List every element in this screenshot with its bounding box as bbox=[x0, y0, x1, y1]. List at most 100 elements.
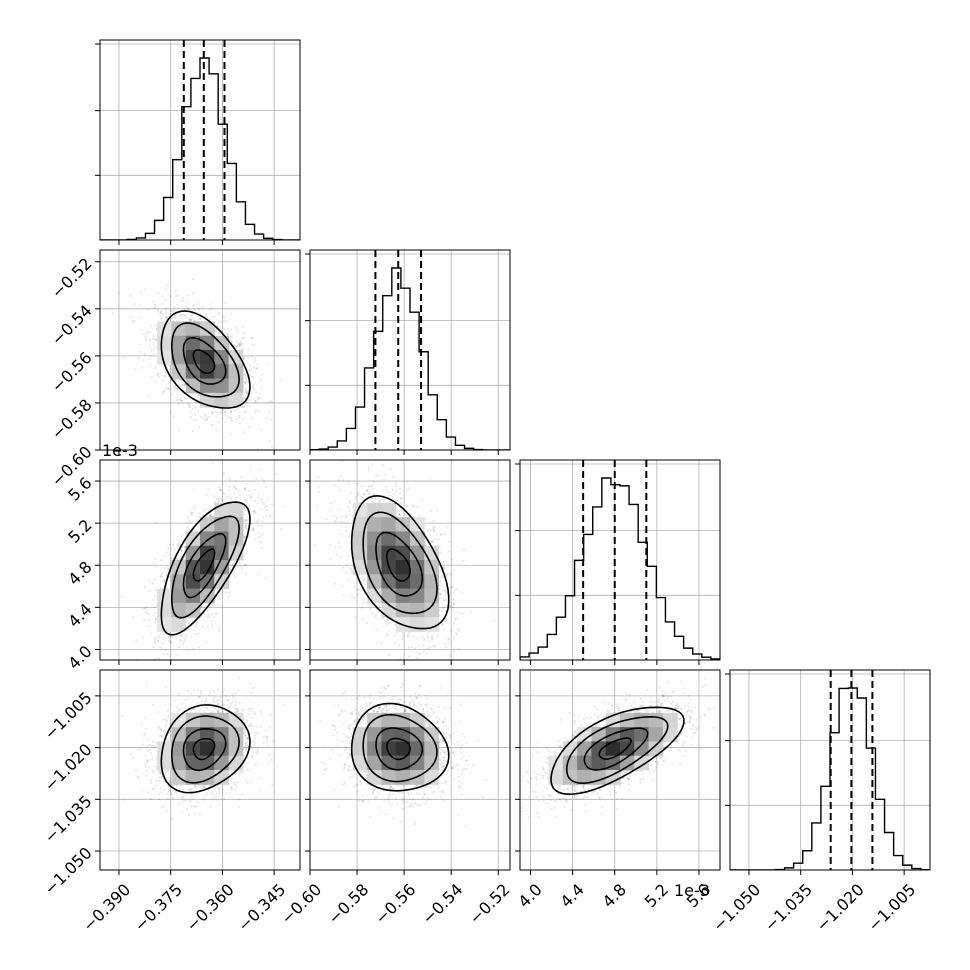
scatter-point bbox=[182, 313, 185, 316]
scatter-point bbox=[187, 649, 191, 653]
scatter-point bbox=[172, 543, 175, 547]
scatter-point bbox=[432, 527, 435, 531]
scatter-point bbox=[206, 616, 209, 619]
scatter-point bbox=[363, 578, 366, 581]
scatter-point bbox=[230, 419, 233, 422]
scatter-point bbox=[190, 511, 193, 514]
scatter-point bbox=[218, 312, 221, 316]
scatter-point bbox=[358, 501, 361, 504]
scatter-point bbox=[264, 485, 268, 489]
scatter-point bbox=[243, 370, 246, 373]
scatter-point bbox=[236, 329, 239, 332]
scatter-point bbox=[253, 538, 256, 541]
scatter-point bbox=[173, 310, 176, 313]
scatter-point bbox=[346, 521, 349, 525]
scatter-point bbox=[243, 526, 246, 529]
scatter-point bbox=[396, 499, 399, 502]
scatter-point bbox=[248, 364, 252, 367]
scatter-point bbox=[180, 549, 183, 552]
scatter-point bbox=[349, 540, 352, 543]
scatter-point bbox=[257, 572, 260, 575]
scatter-point bbox=[251, 336, 254, 339]
scatter-point bbox=[197, 394, 200, 397]
scatter-point bbox=[266, 401, 269, 404]
scatter-point bbox=[181, 633, 184, 637]
scatter-point bbox=[247, 356, 250, 359]
scatter-point bbox=[259, 469, 262, 472]
scatter-point bbox=[161, 642, 165, 645]
panel-2-0: 4.04.44.85.25.6 bbox=[64, 459, 301, 673]
scatter-point bbox=[393, 641, 396, 644]
scatter-point bbox=[433, 537, 436, 541]
scatter-point bbox=[266, 498, 269, 501]
scatter-point bbox=[451, 558, 454, 561]
density-cell bbox=[185, 364, 201, 380]
scatter-point bbox=[244, 380, 247, 383]
scatter-point bbox=[270, 503, 273, 506]
scatter-point bbox=[370, 500, 373, 503]
scatter-point bbox=[225, 320, 228, 323]
scatter-point bbox=[455, 632, 458, 635]
scatter-point bbox=[129, 294, 133, 297]
y-tick-label: 4.0 bbox=[64, 642, 95, 673]
scatter-point bbox=[214, 329, 217, 332]
scatter-point bbox=[180, 548, 183, 551]
scatter-point bbox=[210, 303, 213, 306]
scatter-point bbox=[211, 625, 214, 628]
scatter-point bbox=[231, 341, 234, 344]
scatter-point bbox=[244, 372, 247, 376]
scatter-point bbox=[235, 487, 238, 491]
scatter-point bbox=[213, 615, 216, 618]
scatter-point bbox=[271, 401, 274, 404]
scatter-point bbox=[351, 572, 354, 575]
scatter-point bbox=[429, 529, 432, 533]
scatter-point bbox=[437, 634, 440, 637]
scatter-point bbox=[153, 337, 156, 340]
scatter-point bbox=[180, 400, 183, 403]
scatter-point bbox=[222, 491, 225, 494]
scatter-point bbox=[260, 477, 263, 480]
scatter-point bbox=[371, 484, 374, 487]
scatter-point bbox=[194, 505, 197, 508]
scatter-point bbox=[330, 501, 333, 505]
scatter-point bbox=[181, 297, 184, 300]
scatter-point bbox=[152, 614, 155, 617]
scatter-point bbox=[189, 318, 193, 322]
scatter-point bbox=[222, 315, 225, 318]
scatter-point bbox=[191, 429, 194, 432]
scatter-point bbox=[169, 294, 172, 297]
scatter-point bbox=[167, 547, 170, 550]
scatter-point bbox=[193, 418, 196, 421]
scatter-point bbox=[244, 524, 247, 528]
scatter-point bbox=[146, 611, 149, 614]
scatter-point bbox=[356, 482, 359, 485]
density-cell bbox=[214, 545, 230, 561]
panel-content bbox=[100, 250, 300, 450]
scatter-point bbox=[164, 316, 167, 319]
scatter-point bbox=[173, 306, 176, 309]
scatter-point bbox=[382, 478, 386, 481]
scatter-point bbox=[151, 337, 154, 340]
scatter-point bbox=[254, 400, 257, 404]
scatter-point bbox=[244, 572, 248, 575]
scatter-point bbox=[238, 414, 241, 417]
y-tick-label: −0.58 bbox=[48, 395, 96, 443]
scatter-point bbox=[261, 520, 264, 523]
scatter-point bbox=[171, 317, 174, 320]
scatter-point bbox=[138, 343, 142, 346]
panel-2-1 bbox=[305, 459, 511, 665]
scatter-point bbox=[418, 652, 421, 655]
scatter-point bbox=[250, 391, 253, 394]
density-cell bbox=[200, 378, 215, 394]
scatter-point bbox=[194, 632, 197, 635]
scatter-point bbox=[491, 611, 494, 614]
scatter-point bbox=[349, 547, 352, 551]
scatter-point bbox=[209, 505, 212, 508]
scatter-point bbox=[166, 568, 169, 571]
scatter-point bbox=[441, 589, 444, 592]
scatter-point bbox=[432, 519, 435, 522]
scatter-point bbox=[424, 517, 427, 520]
scatter-point bbox=[255, 368, 258, 371]
scatter-point bbox=[216, 612, 219, 615]
scatter-point bbox=[181, 299, 184, 303]
